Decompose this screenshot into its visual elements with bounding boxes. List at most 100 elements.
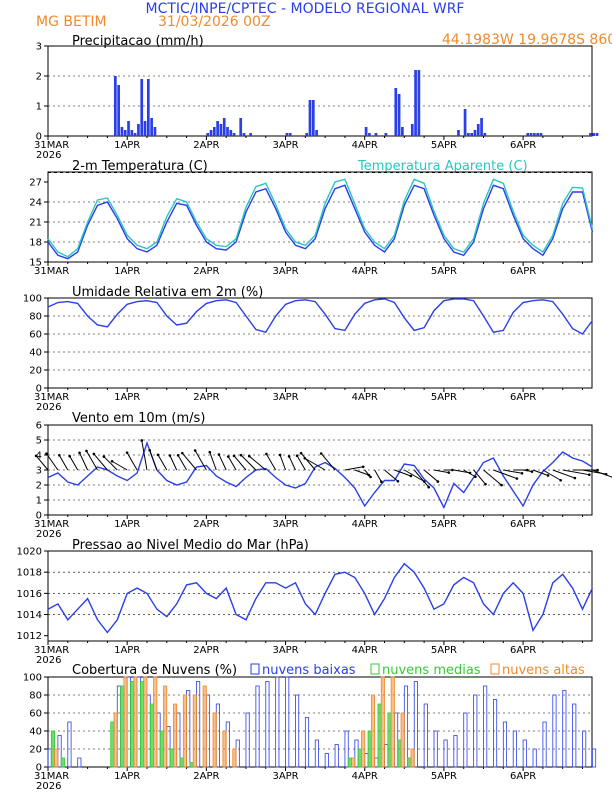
cloud-bar-nuvens-altas	[400, 712, 405, 768]
precip-bar	[483, 133, 487, 136]
cloud-bar-nuvens-baixas	[304, 717, 310, 768]
wind-arrow-head	[57, 453, 61, 457]
cloud-bar-nuvens-baixas	[572, 703, 577, 768]
wind-arrow	[384, 469, 399, 482]
plot-frame	[47, 171, 593, 263]
wind-title: Vento em 10m (m/s)	[72, 411, 205, 426]
cloud-bar-nuvens-altas	[380, 676, 385, 768]
wind-arrow	[46, 453, 59, 471]
cloud-bar-nuvens-medias	[139, 681, 145, 768]
wind-arrow	[169, 455, 178, 471]
precip-bar	[315, 130, 318, 136]
wind-arrow-head	[287, 455, 291, 458]
x-tick-label: 5APR	[431, 140, 457, 151]
cloud-bar-nuvens-baixas	[77, 757, 82, 768]
y-tick-label: 1018	[17, 568, 42, 579]
precip-bar	[249, 133, 252, 136]
x-tick-label: 31MAR	[34, 645, 69, 656]
year-label: 2026	[36, 529, 61, 540]
x-tick-label: 2APR	[193, 266, 219, 277]
cloud-bar-nuvens-altas	[222, 730, 227, 768]
cloud-bar-nuvens-baixas	[522, 739, 527, 768]
precip-bar	[242, 133, 246, 136]
wind-arrow	[149, 450, 158, 471]
wind-arrow-head	[102, 455, 106, 458]
wind-arrow	[364, 469, 371, 478]
cloud-cover-panel: Cobertura de Nuvens (%) nuvens baixas nu…	[23, 663, 597, 792]
y-tick-label: 1016	[17, 589, 42, 600]
wind-arrow-head	[546, 474, 550, 477]
precip-bar	[410, 124, 414, 136]
year-label: 2026	[36, 402, 61, 413]
wind-arrow-head	[208, 450, 212, 454]
pressure-title: Pressao ao Nivel Medio do Mar (hPa)	[72, 538, 309, 553]
x-tick-label: 4APR	[352, 266, 378, 277]
wind-arrow	[552, 469, 576, 479]
wind-arrow-head	[447, 471, 451, 474]
y-tick-label: 27	[29, 178, 42, 189]
precip-bar	[226, 127, 229, 136]
wind-arrow-head	[484, 482, 487, 486]
series-line-blue	[47, 562, 594, 634]
precip-bar	[146, 79, 150, 136]
precip-bar	[592, 133, 596, 136]
precip-bar	[414, 70, 417, 136]
cloud-bar-nuvens-medias	[110, 721, 115, 768]
x-tick-label: 4APR	[352, 140, 378, 151]
high-clouds-legend: nuvens altas	[502, 663, 585, 678]
location-label: MG BETIM	[36, 14, 107, 30]
wind-arrow	[483, 469, 502, 486]
precipitation-panel: Precipitacao (mm/h) 0 1 2 3 31MAR 1APR 2APR 3AP…	[34, 34, 599, 161]
y-tick-label: 1	[36, 102, 42, 113]
wind-arrow	[79, 452, 89, 471]
wind-arrow	[304, 457, 326, 471]
precip-bar	[364, 127, 368, 136]
cloud-bar-nuvens-baixas	[403, 685, 409, 768]
wind-arrow	[126, 452, 138, 471]
wind-arrow	[320, 453, 336, 471]
precip-bar	[143, 121, 147, 136]
wind-arrow	[433, 469, 449, 474]
cloud-bar-nuvens-altas	[370, 694, 376, 768]
low-clouds-legend-swatch	[250, 663, 260, 675]
x-tick-label: 31MAR	[34, 140, 69, 151]
y-tick-label: 1020	[17, 547, 42, 558]
cloud-bar-nuvens-baixas	[344, 730, 349, 768]
cloud-bar-nuvens-baixas	[265, 681, 270, 768]
cloud-bar-nuvens-altas	[163, 685, 168, 768]
cloud-cover-title: Cobertura de Nuvens (%)	[72, 663, 237, 678]
cloud-bar-nuvens-medias	[169, 748, 174, 768]
series-line-cyan	[47, 178, 594, 258]
cloud-bar-nuvens-medias	[130, 681, 135, 768]
precip-bar	[120, 127, 124, 136]
cloud-bar-nuvens-baixas	[473, 694, 478, 768]
x-tick-label: 31MAR	[34, 392, 69, 403]
precip-bar	[417, 70, 421, 136]
year-label: 2026	[36, 781, 61, 792]
cloud-bar-nuvens-altas	[390, 676, 395, 768]
cloud-bar-nuvens-baixas	[562, 690, 567, 768]
cloud-bar-nuvens-baixas	[443, 739, 448, 768]
x-tick-label: 1APR	[114, 645, 140, 656]
wind-arrow-head	[573, 476, 577, 480]
cloud-bar-nuvens-medias	[347, 757, 352, 768]
y-tick-label: 0	[36, 384, 42, 395]
x-tick-label: 2APR	[193, 392, 219, 403]
precip-bar	[397, 94, 401, 136]
x-tick-label: 3APR	[272, 392, 298, 403]
wind-arrow	[493, 469, 518, 480]
wind-arrow-head	[78, 451, 81, 455]
wind-arrow	[103, 456, 118, 471]
cloud-bar-nuvens-altas	[351, 757, 356, 768]
series-line-blue	[47, 184, 594, 260]
cloud-bar-nuvens-baixas	[354, 739, 359, 768]
x-tick-label: 5APR	[431, 519, 457, 530]
cloud-bar-nuvens-baixas	[136, 676, 141, 768]
cloud-bar-nuvens-medias	[367, 730, 372, 768]
wind-arrow	[35, 455, 49, 471]
x-tick-label: 4APR	[352, 771, 378, 782]
precip-bar	[209, 130, 213, 136]
cloud-bar-nuvens-medias	[149, 703, 154, 768]
cloud-bar-nuvens-altas	[202, 685, 207, 768]
cloud-bar-nuvens-baixas	[314, 739, 319, 768]
